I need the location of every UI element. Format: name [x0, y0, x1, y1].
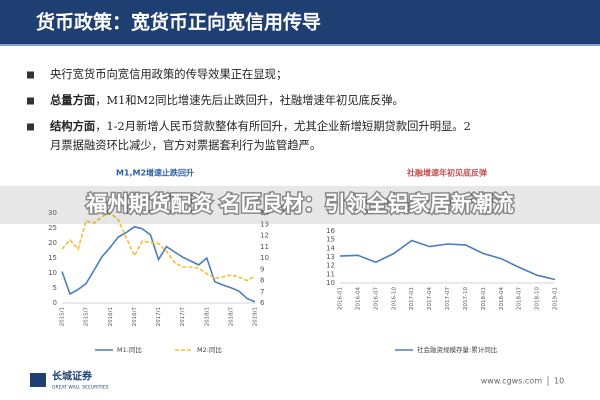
- series-line: [339, 239, 556, 281]
- y-tick-label: 30: [48, 209, 57, 217]
- header-title: 货币政策：宽货币正向宽信用传导: [36, 11, 321, 34]
- y2-tick-label: 7: [260, 288, 264, 296]
- x-tick-label: 2018-01: [481, 287, 487, 310]
- x-tick-label: 2019-01: [553, 287, 559, 310]
- x-tick-label: 2018-07: [517, 287, 523, 310]
- bullet-line: ，1-2月新增人民币贷款整体有所回升，尤其企业新增短期贷款回升明显。2: [95, 119, 471, 133]
- x-tick-label: 2017-04: [427, 287, 433, 310]
- y-tick-label: 15: [48, 254, 57, 262]
- legend-label: M1:同比: [117, 345, 142, 354]
- y2-tick-label: 9: [260, 265, 264, 273]
- x-tick-label: 2015/1: [60, 307, 66, 326]
- x-tick-label: 2018/1: [204, 307, 210, 326]
- y2-tick-label: 8: [260, 277, 264, 285]
- banner-text: 福州期货配资 名匠良材：引领全铝家居新潮流: [85, 192, 513, 216]
- bullet-marker: [27, 97, 34, 105]
- y2-tick-label: 6: [260, 299, 265, 307]
- bullet-text: 央行宽货币向宽信用政策的传导效果正在显现；: [50, 67, 287, 81]
- series-line: [61, 212, 256, 282]
- charts: M1,M2增速止跌回升05101520253067891011121314201…: [48, 168, 558, 355]
- header-rule: [0, 44, 600, 46]
- x-tick-label: 2016/7: [132, 307, 138, 327]
- bullet-line: 月票据融资环比减少，官方对票据套利行为监管趋严。: [50, 138, 321, 152]
- x-tick-label: 2018-10: [535, 287, 541, 310]
- header-bar: [0, 0, 600, 44]
- y-tick-label: 10: [326, 279, 335, 287]
- legend-label: 社会融资规模存量:累计同比: [417, 345, 498, 354]
- y-tick-label: 20: [48, 239, 57, 247]
- y-tick-label: 10: [48, 269, 57, 277]
- x-tick-label: 2016/1: [108, 307, 114, 326]
- bullets: 央行宽货币向宽信用政策的传导效果正在显现； 总量方面，M1和M2同比增速先后止跌回…: [27, 67, 471, 152]
- legend-label: M2:同比: [197, 345, 222, 354]
- bullet-lead: 结构方面: [49, 119, 95, 133]
- y-tick-label: 13: [326, 253, 335, 261]
- x-tick-label: 2017/1: [156, 307, 162, 326]
- bullet-marker: [27, 123, 34, 131]
- y-tick-label: 25: [48, 224, 57, 232]
- bullet-text: 结构方面，1-2月新增人民币贷款整体有所回升，尤其企业新增短期贷款回升明显。2: [49, 119, 471, 133]
- y-tick-label: 11: [326, 270, 335, 278]
- y2-tick-label: 14: [260, 209, 269, 217]
- bullet-text: 总量方面，M1和M2同比增速先后止跌回升，社融增速年初见底反弹。: [50, 93, 404, 107]
- x-tick-label: 2016-10: [391, 287, 397, 310]
- x-tick-label: 2018/7: [228, 307, 234, 327]
- y-tick-label: 16: [326, 227, 335, 235]
- y2-tick-label: 13: [260, 220, 269, 228]
- bullet-text: 月票据融资环比减少，官方对票据套利行为监管趋严。: [50, 138, 321, 152]
- y2-tick-label: 11: [260, 243, 269, 251]
- chart-title: 社融增速年初见底反弹: [406, 168, 487, 178]
- y-tick-label: 15: [326, 236, 335, 244]
- y-tick-label: 12: [326, 262, 335, 270]
- y-tick-label: 5: [53, 284, 57, 292]
- chart-title: M1,M2增速止跌回升: [116, 168, 194, 178]
- y-tick-label: 0: [53, 299, 57, 307]
- y-tick-label: 14: [326, 244, 335, 252]
- x-tick-label: 2016-01: [338, 287, 344, 310]
- x-tick-label: 2016-04: [355, 287, 361, 310]
- x-tick-label: 2015/7: [84, 307, 90, 327]
- logo-text: 长城证券: [52, 370, 93, 383]
- bullet-lead: 总量方面: [50, 93, 95, 107]
- x-tick-label: 2016-07: [373, 287, 379, 310]
- footer-site: www.cgws.com: [481, 377, 542, 386]
- y2-tick-label: 12: [260, 232, 269, 240]
- logo-mark: [30, 373, 46, 387]
- x-tick-label: 2017/7: [180, 307, 186, 327]
- bullet-marker: [27, 71, 34, 79]
- x-tick-label: 2017-10: [463, 287, 469, 310]
- y2-tick-label: 10: [260, 254, 269, 262]
- logo-en: GREAT WALL SECURITIES: [52, 385, 109, 391]
- banner-band: [0, 186, 600, 224]
- bullet-line: ，M1和M2同比增速先后止跌回升，社融增速年初见底反弹。: [95, 93, 404, 107]
- x-tick-label: 2018-04: [499, 287, 505, 310]
- x-tick-label: 2017-07: [445, 287, 451, 310]
- x-tick-label: 2019/1: [253, 307, 259, 326]
- bullet-line: 央行宽货币向宽信用政策的传导效果正在显现；: [50, 67, 287, 81]
- page-number: 10: [554, 377, 564, 386]
- series-line: [61, 225, 256, 303]
- x-tick-label: 2017-01: [409, 287, 415, 310]
